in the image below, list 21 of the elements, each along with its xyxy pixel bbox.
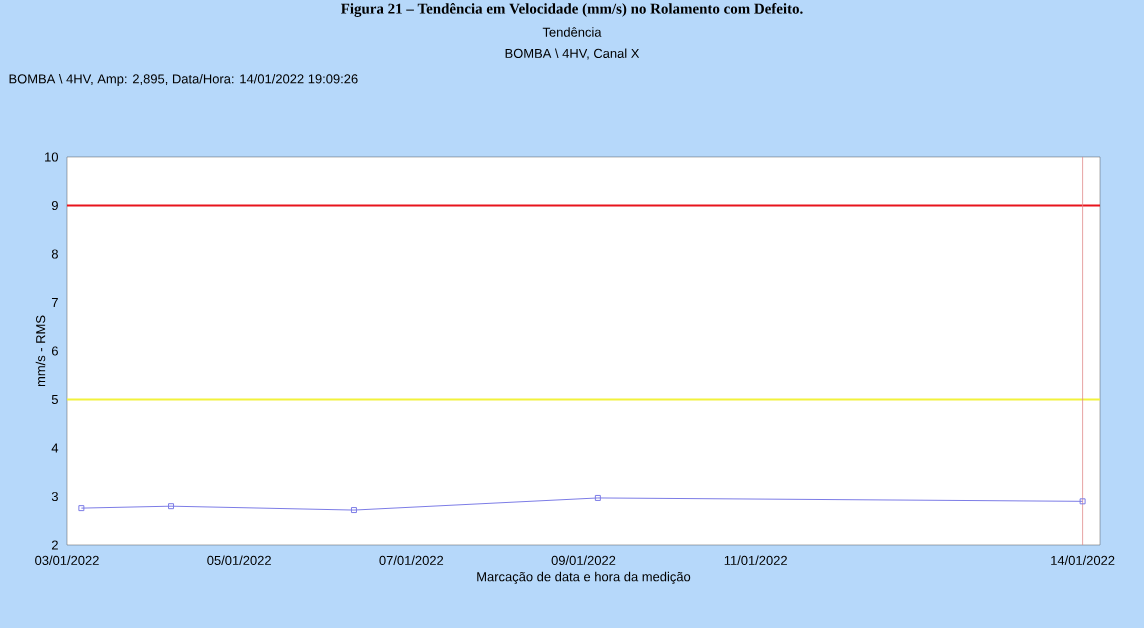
y-tick-label: 4 <box>51 443 59 453</box>
y-tick-label: 6 <box>51 346 58 356</box>
x-tick-label: 09/01/2022 <box>551 555 616 565</box>
y-axis-title: mm/s - RMS <box>35 315 46 387</box>
text: BOMBA \ 4HV, Amp: 2,895, Data/Hora: 14/01/2022 19:09:26 <box>9 73 358 87</box>
y-tick-label: 8 <box>51 249 58 259</box>
chart-title: Tendência <box>542 27 602 37</box>
text: Figura 21 – Tendência em Velocidade (mm/s) no Rolamento com Defeito. <box>341 3 803 17</box>
y-tick-label: 9 <box>51 200 58 211</box>
y-tick-label: 3 <box>51 491 58 502</box>
chart-subtitle: BOMBA \ 4HV, Canal X <box>505 48 640 60</box>
y-tick-label: 5 <box>51 394 58 404</box>
x-tick-label: 11/01/2022 <box>724 555 787 565</box>
y-tick-label: 10 <box>45 152 59 162</box>
y-tick-label: 7 <box>51 298 58 307</box>
x-tick-label: 07/01/2022 <box>379 555 444 565</box>
x-tick-label: 14/01/2022 <box>1051 555 1115 565</box>
x-axis-title: Marcação de data e hora da medição <box>477 571 691 584</box>
x-tick-label: 03/01/2022 <box>35 555 99 565</box>
x-tick-label: 05/01/2022 <box>207 555 271 565</box>
y-tick-label: 2 <box>51 540 58 550</box>
